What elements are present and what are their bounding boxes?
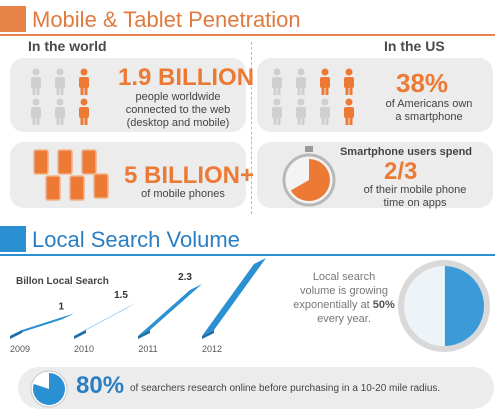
world-internet-card bbox=[10, 58, 246, 132]
phone-icons bbox=[33, 149, 109, 201]
tick-label: 2010 bbox=[74, 344, 94, 354]
column-divider bbox=[251, 42, 252, 214]
person-icon bbox=[296, 98, 306, 125]
world-phones-card bbox=[10, 142, 246, 208]
bar-2012: 3.45 2012 bbox=[202, 254, 266, 354]
phone-icon bbox=[45, 175, 61, 201]
section-header-local-search: Local Search Volume bbox=[0, 226, 499, 256]
data-label: 2.3 bbox=[178, 272, 192, 283]
section-accent-bar bbox=[0, 226, 26, 252]
tick-label: 2009 bbox=[10, 344, 30, 354]
us-smartphone-card bbox=[257, 58, 493, 132]
bar-2010: 1.5 2010 bbox=[74, 290, 138, 354]
us-smartphone-caption: of Americans own a smartphone bbox=[385, 98, 473, 123]
world-internet-caption: people worldwide connected to the web (d… bbox=[125, 91, 231, 129]
people-icons bbox=[272, 68, 354, 125]
bar bbox=[202, 258, 266, 336]
us-apps-intro: Smartphone users spend bbox=[339, 146, 473, 158]
world-column-label: In the world bbox=[28, 38, 107, 54]
bar bbox=[10, 313, 74, 336]
phone-icon bbox=[33, 149, 49, 175]
us-apps-card bbox=[257, 142, 493, 208]
phone-icon bbox=[57, 149, 73, 175]
world-phones-value: 5 BILLION+ bbox=[124, 162, 255, 189]
us-smartphone-value: 38% bbox=[396, 68, 449, 98]
growth-pie-icon bbox=[398, 260, 490, 352]
section-header-mobile: Mobile & Tablet Penetration bbox=[0, 6, 499, 36]
data-label: 3.45 bbox=[237, 254, 257, 257]
world-phones-caption: of mobile phones bbox=[141, 188, 225, 200]
person-icon bbox=[79, 68, 89, 95]
person-icon bbox=[344, 98, 354, 125]
us-column-label: In the US bbox=[384, 38, 445, 54]
section-accent-bar bbox=[0, 6, 26, 32]
people-icons bbox=[31, 68, 89, 125]
section-rule bbox=[0, 254, 495, 256]
us-apps-value: 2/3 bbox=[384, 158, 418, 185]
section-rule bbox=[0, 34, 495, 36]
person-icon bbox=[55, 68, 65, 95]
footer-bar bbox=[18, 367, 494, 409]
section-title: Local Search Volume bbox=[32, 227, 240, 252]
tick-label: 2012 bbox=[202, 344, 222, 354]
bar-2009: 1 2009 bbox=[10, 301, 74, 354]
bar-2011: 2.3 2011 bbox=[138, 272, 202, 354]
bar bbox=[138, 284, 202, 336]
footer-value: 80% bbox=[76, 372, 125, 399]
phone-icon bbox=[93, 173, 109, 199]
person-icon bbox=[272, 98, 282, 125]
data-label: 1.5 bbox=[114, 290, 128, 301]
stopwatch-icon bbox=[282, 146, 336, 207]
person-icon bbox=[296, 68, 306, 95]
bar bbox=[74, 302, 138, 336]
person-icon bbox=[79, 98, 89, 125]
phone-icon bbox=[69, 175, 85, 201]
person-icon bbox=[320, 68, 330, 95]
section-title: Mobile & Tablet Penetration bbox=[32, 7, 301, 32]
pie-chart-icon bbox=[30, 370, 68, 408]
person-icon bbox=[55, 98, 65, 125]
data-label: 1 bbox=[58, 301, 64, 312]
growth-caption: Local search volume is growing exponenti… bbox=[293, 271, 395, 325]
footer-text: of searchers research online before purc… bbox=[130, 383, 441, 394]
tick-label: 2011 bbox=[138, 344, 157, 354]
world-internet-value: 1.9 BILLION bbox=[118, 64, 255, 91]
person-icon bbox=[344, 68, 354, 95]
person-icon bbox=[31, 98, 41, 125]
person-icon bbox=[320, 98, 330, 125]
chart-title: Billon Local Search bbox=[16, 276, 109, 287]
local-search-chart: 1 2009 1.5 2010 2.3 2011 3.45 2012 bbox=[10, 254, 266, 354]
phone-icon bbox=[81, 149, 97, 175]
us-apps-caption: of their mobile phone time on apps bbox=[363, 184, 467, 209]
person-icon bbox=[272, 68, 282, 95]
person-icon bbox=[31, 68, 41, 95]
